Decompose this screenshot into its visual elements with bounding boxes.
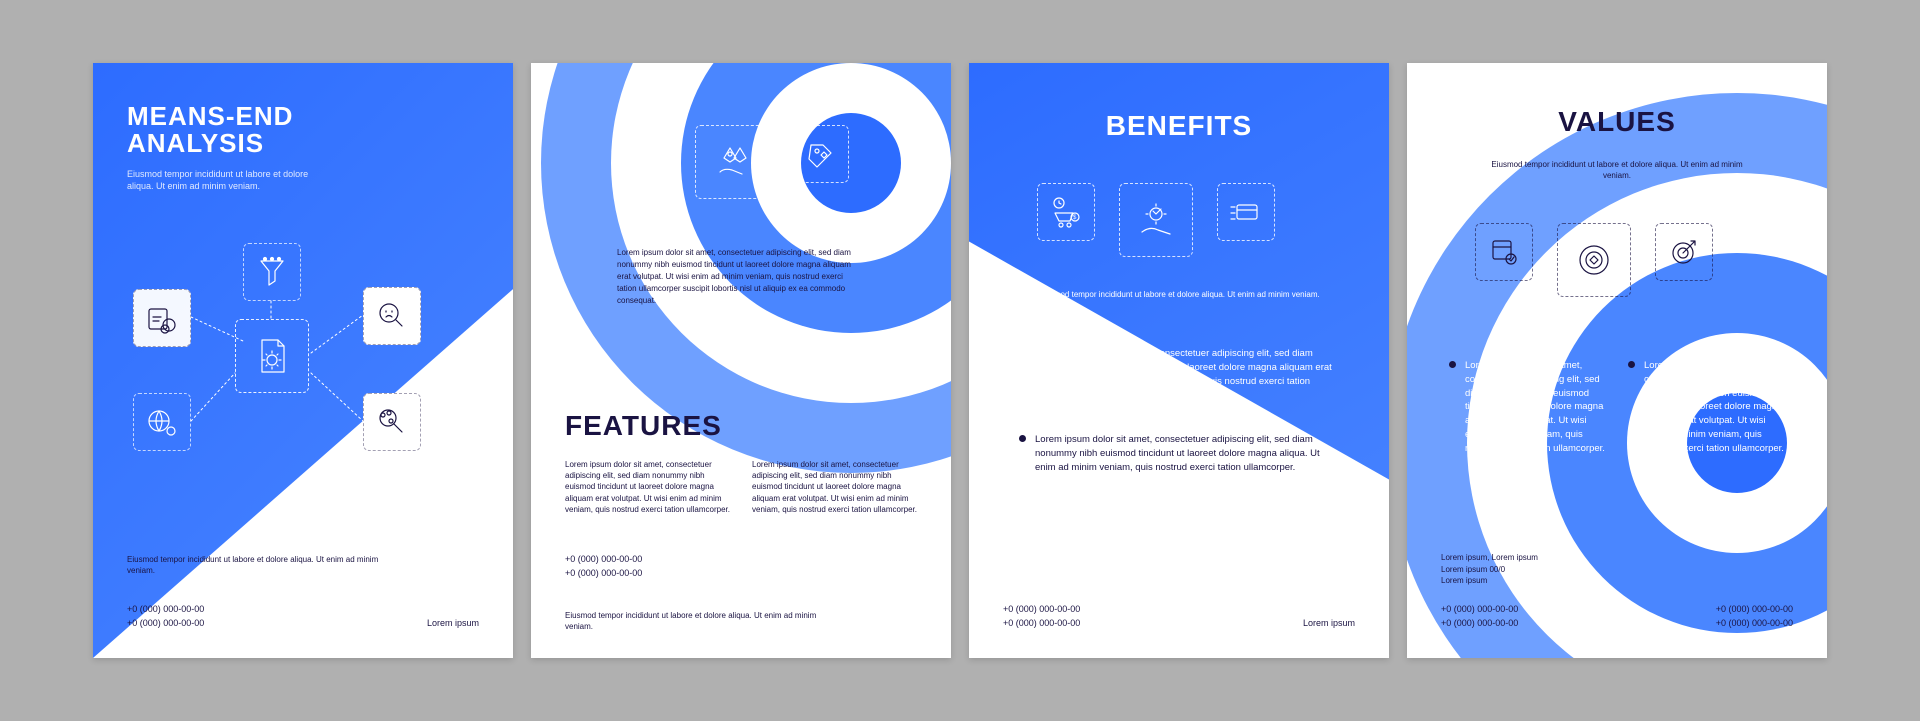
panel2-title: FEATURES [565,411,722,440]
panel3-phones: +0 (000) 000-00-00+0 (000) 000-00-00 [1003,603,1080,630]
clipboard-star-icon [615,125,673,183]
panel4-bullets: Lorem ipsum dolor sit amet, consectetuer… [1449,359,1785,471]
panel1-phones: +0 (000) 000-00-00+0 (000) 000-00-00 [127,603,204,630]
panel-values: VALUES Eiusmod tempor incididunt ut labo… [1407,63,1827,658]
diamond-tag-icon [791,125,849,183]
panel2-footer: Eiusmod tempor incididunt ut labore et d… [565,610,845,632]
panel2-phones: +0 (000) 000-00-00+0 (000) 000-00-00 [565,553,642,580]
diamond-target-icon [1557,223,1631,297]
price-hand-icon [695,125,769,199]
cards-fast-icon [1217,183,1275,241]
panel-means-end: MEANS-END ANALYSIS Eiusmod tempor incidi… [93,63,513,658]
panel3-sub: Eiusmod tempor incididunt ut labore et d… [1029,289,1329,300]
panel3-bullets-top: Lorem ipsum dolor sit amet, consectetuer… [1019,347,1339,418]
panel4-phones2: +0 (000) 000-00-00+0 (000) 000-00-00 [1441,603,1518,630]
panel2-body: Lorem ipsum dolor sit amet, consectetuer… [617,247,857,307]
panel2-cols: Lorem ipsum dolor sit amet, consectetuer… [565,459,917,515]
panel3-bullets-bottom: Lorem ipsum dolor sit amet, consectetuer… [1019,433,1339,490]
hand-gear-icon [1119,183,1193,257]
target-arrow-icon [1655,223,1713,281]
package-check-icon [1475,223,1533,281]
panel1-brand: Lorem ipsum [427,617,479,631]
panel4-sub: Eiusmod tempor incididunt ut labore et d… [1477,159,1757,181]
panel1-sub: Eiusmod tempor incididunt ut labore et d… [127,168,317,193]
panel1-footer-text: Eiusmod tempor incididunt ut labore et d… [127,554,387,576]
panel-features: Lorem ipsum dolor sit amet, consectetuer… [531,63,951,658]
panel3-brand: Lorem ipsum [1303,617,1355,631]
panel4-title: VALUES [1407,107,1827,136]
diagram-cluster [133,243,473,473]
panel-benefits: BENEFITS $ Eiusmod tempor incididunt ut … [969,63,1389,658]
panel4-addr: Lorem ipsum, Lorem ipsum Lorem ipsum 00/… [1441,552,1538,586]
panel4-phones: +0 (000) 000-00-00+0 (000) 000-00-00 [1716,603,1793,630]
panel4-icons [1475,223,1713,297]
icons-row [615,125,849,199]
panel3-title: BENEFITS [969,111,1389,140]
cart-time-icon: $ [1037,183,1095,241]
panel1-title: MEANS-END ANALYSIS [127,103,357,158]
panel3-icons: $ [1037,183,1275,257]
